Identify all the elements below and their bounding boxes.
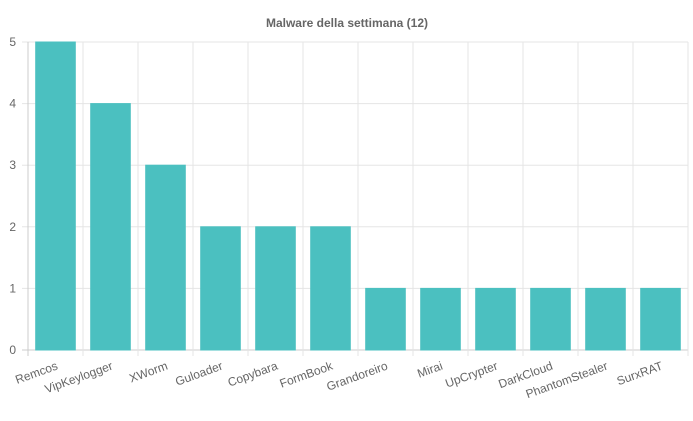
- bar-copybara: [255, 226, 296, 351]
- bar-remcos: [35, 41, 76, 351]
- bar-vipkeylogger: [90, 103, 131, 351]
- y-tick-label: 5: [9, 35, 16, 49]
- bar-darkcloud: [530, 287, 571, 351]
- y-tick-label: 4: [9, 97, 16, 111]
- grid-lines: [22, 41, 689, 356]
- bar-phantomstealer: [585, 287, 626, 351]
- y-tick-label: 1: [9, 281, 16, 295]
- x-tick-label: Copybara: [226, 359, 280, 390]
- bar-xworm: [145, 164, 186, 351]
- bar-mirai: [420, 287, 461, 351]
- x-tick-label: UpCrypter: [443, 359, 499, 391]
- x-tick-label: XWorm: [127, 359, 169, 386]
- bar-grandoreiro: [365, 287, 406, 351]
- chart-title: Malware della settimana (12): [266, 16, 428, 30]
- x-tick-label: SurxRAT: [615, 358, 665, 388]
- bar-guloader: [200, 226, 241, 351]
- y-tick-label: 0: [9, 343, 16, 357]
- x-tick-label: Grandoreiro: [325, 359, 390, 394]
- y-tick-label: 2: [9, 220, 16, 234]
- bar-surxrat: [640, 287, 681, 351]
- bar-formbook: [310, 226, 351, 351]
- x-tick-label: Mirai: [415, 359, 444, 381]
- y-tick-labels: 0 1 2 3 4 5: [9, 35, 16, 357]
- y-tick-label: 3: [9, 158, 16, 172]
- x-tick-label: Guloader: [173, 359, 224, 389]
- bar-upcrypter: [475, 287, 516, 351]
- bars: [35, 41, 681, 351]
